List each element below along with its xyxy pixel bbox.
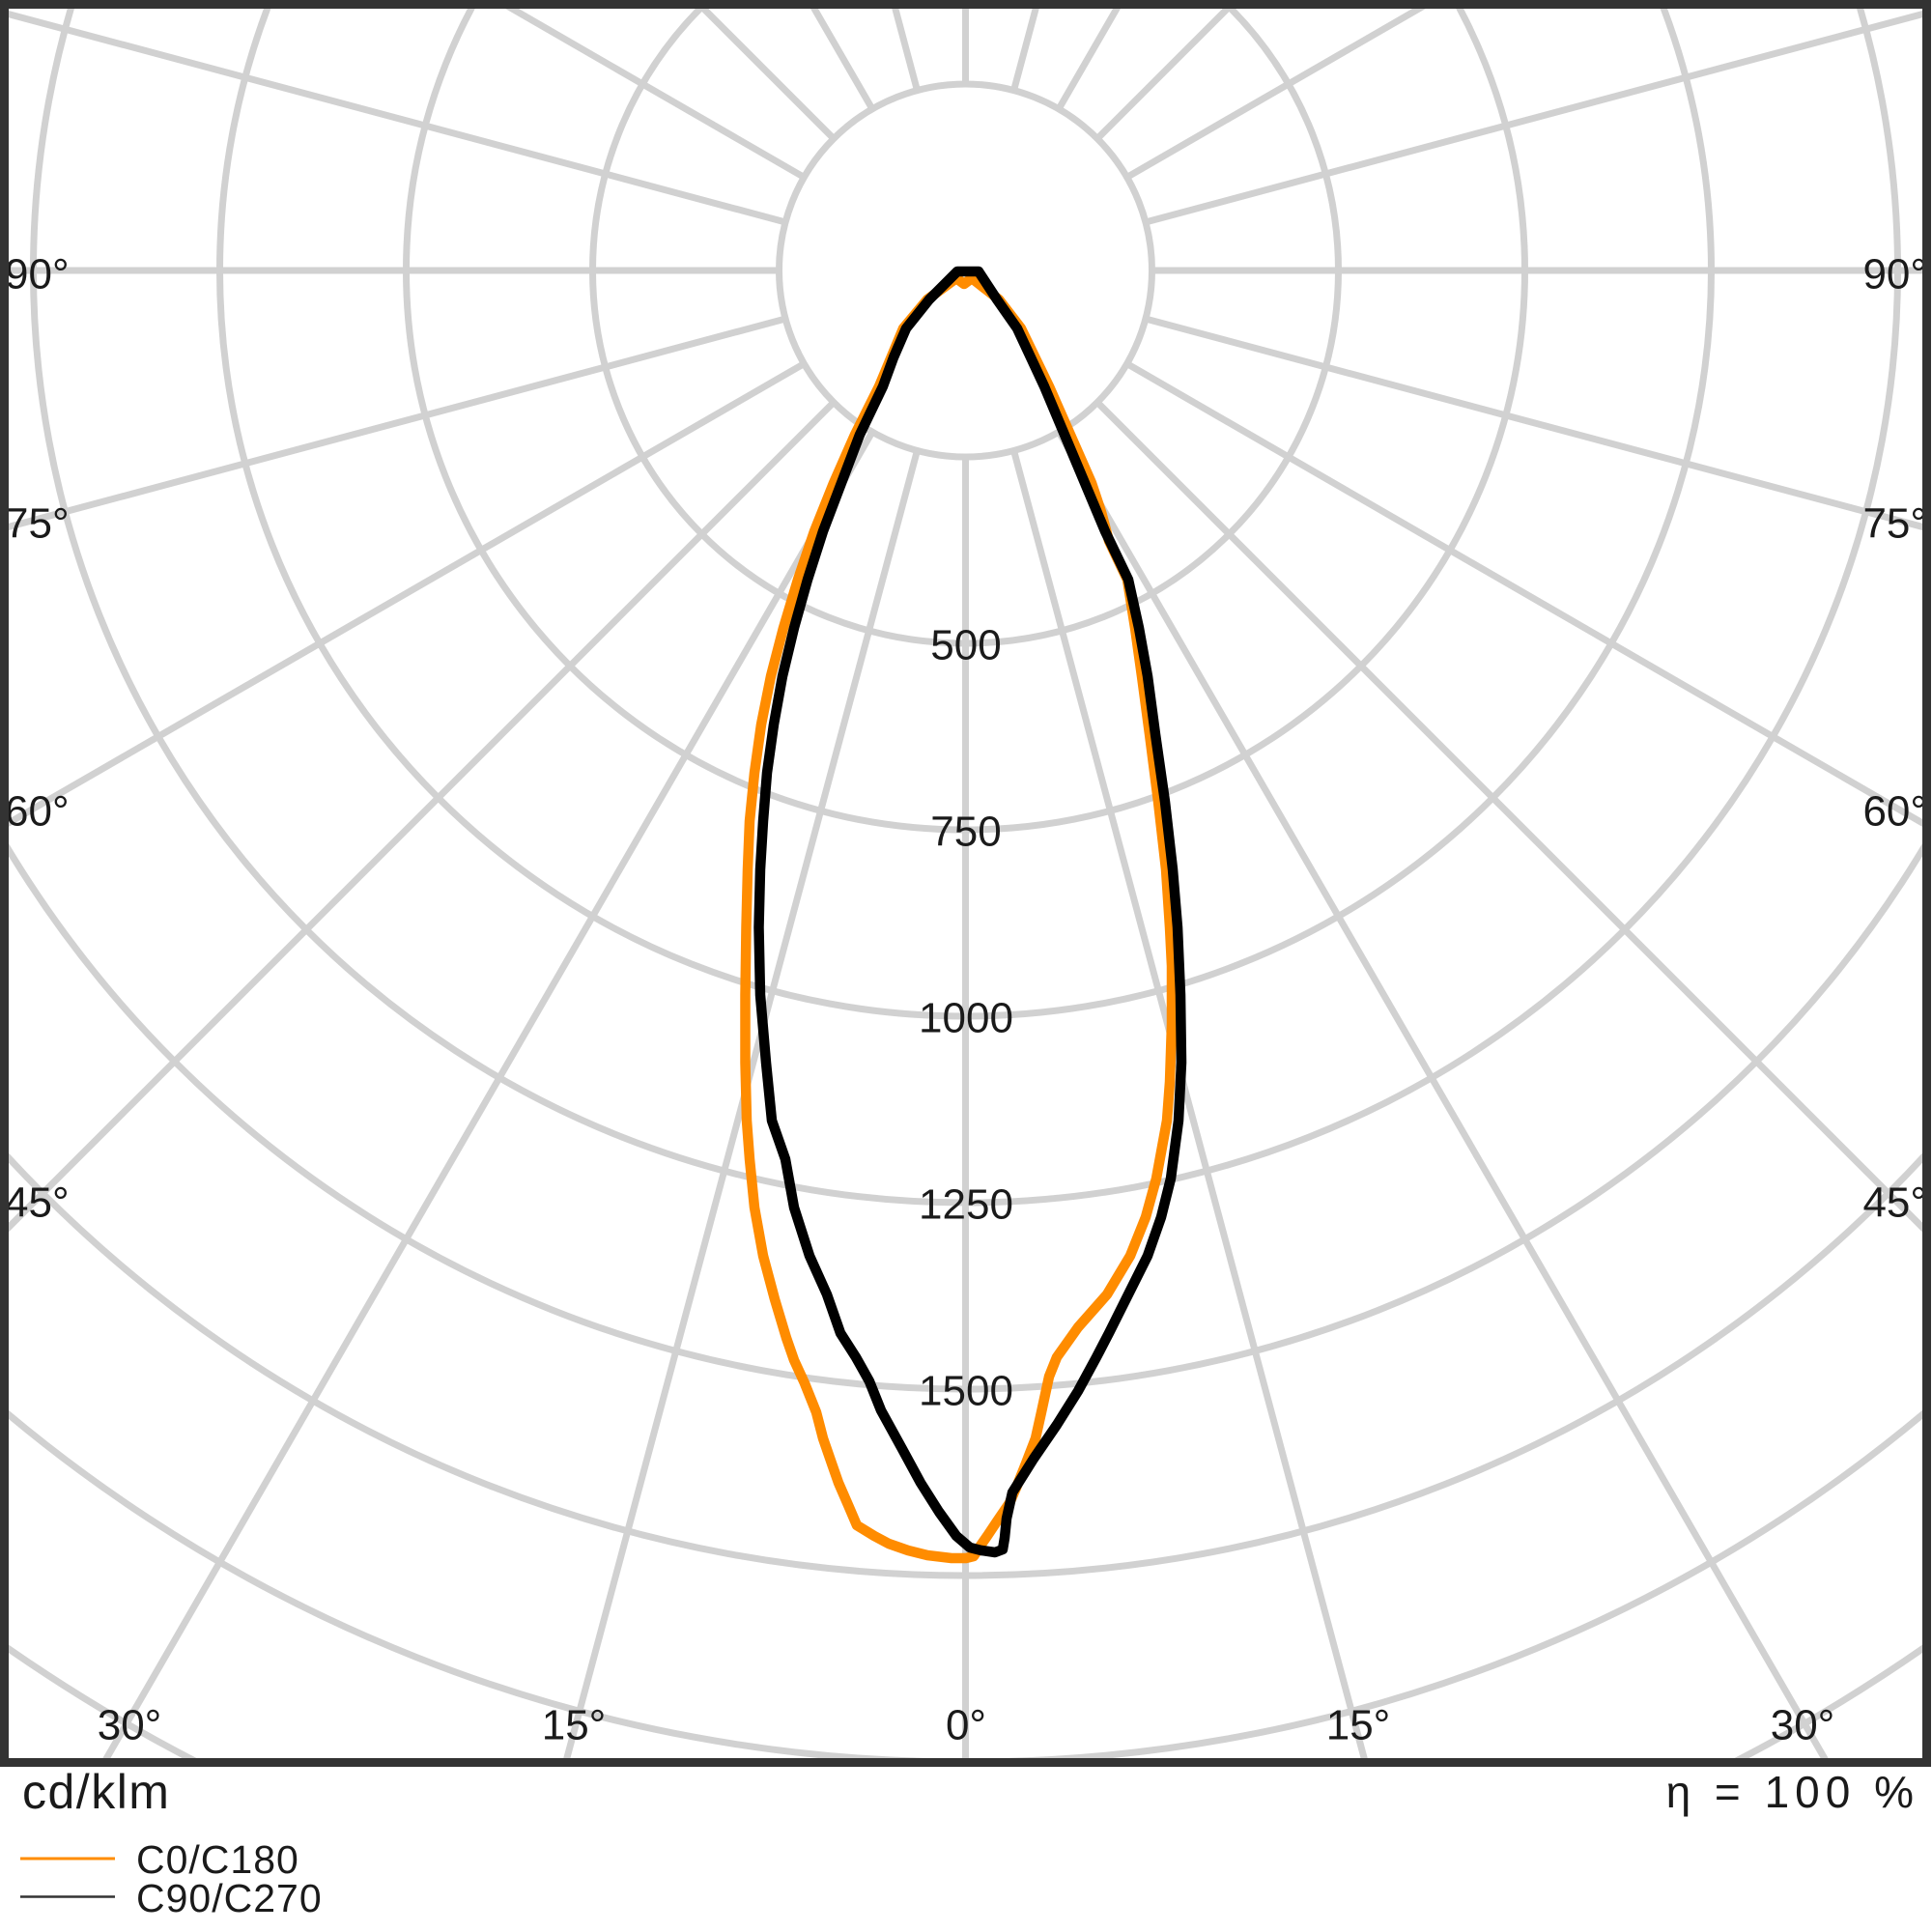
svg-text:75°: 75° bbox=[1862, 500, 1927, 548]
svg-text:30°: 30° bbox=[1771, 1702, 1835, 1749]
svg-text:1000: 1000 bbox=[919, 995, 1013, 1042]
svg-text:η = 100 %: η = 100 % bbox=[1666, 1767, 1919, 1817]
svg-text:cd/klm: cd/klm bbox=[22, 1765, 170, 1819]
svg-text:45°: 45° bbox=[1862, 1179, 1927, 1227]
svg-text:0°: 0° bbox=[946, 1702, 986, 1749]
svg-text:60°: 60° bbox=[1862, 788, 1927, 836]
svg-text:45°: 45° bbox=[5, 1179, 70, 1227]
svg-text:15°: 15° bbox=[542, 1702, 607, 1749]
svg-text:750: 750 bbox=[930, 809, 1001, 856]
svg-text:90°: 90° bbox=[5, 251, 70, 298]
svg-text:15°: 15° bbox=[1326, 1702, 1391, 1749]
svg-text:1250: 1250 bbox=[919, 1181, 1013, 1229]
svg-text:30°: 30° bbox=[98, 1702, 162, 1749]
svg-text:75°: 75° bbox=[5, 500, 70, 548]
svg-text:60°: 60° bbox=[5, 788, 70, 836]
svg-text:C90/C270: C90/C270 bbox=[136, 1876, 323, 1920]
svg-text:1500: 1500 bbox=[919, 1368, 1013, 1415]
svg-text:500: 500 bbox=[930, 622, 1001, 669]
svg-text:C0/C180: C0/C180 bbox=[136, 1837, 299, 1882]
svg-text:90°: 90° bbox=[1862, 251, 1927, 298]
